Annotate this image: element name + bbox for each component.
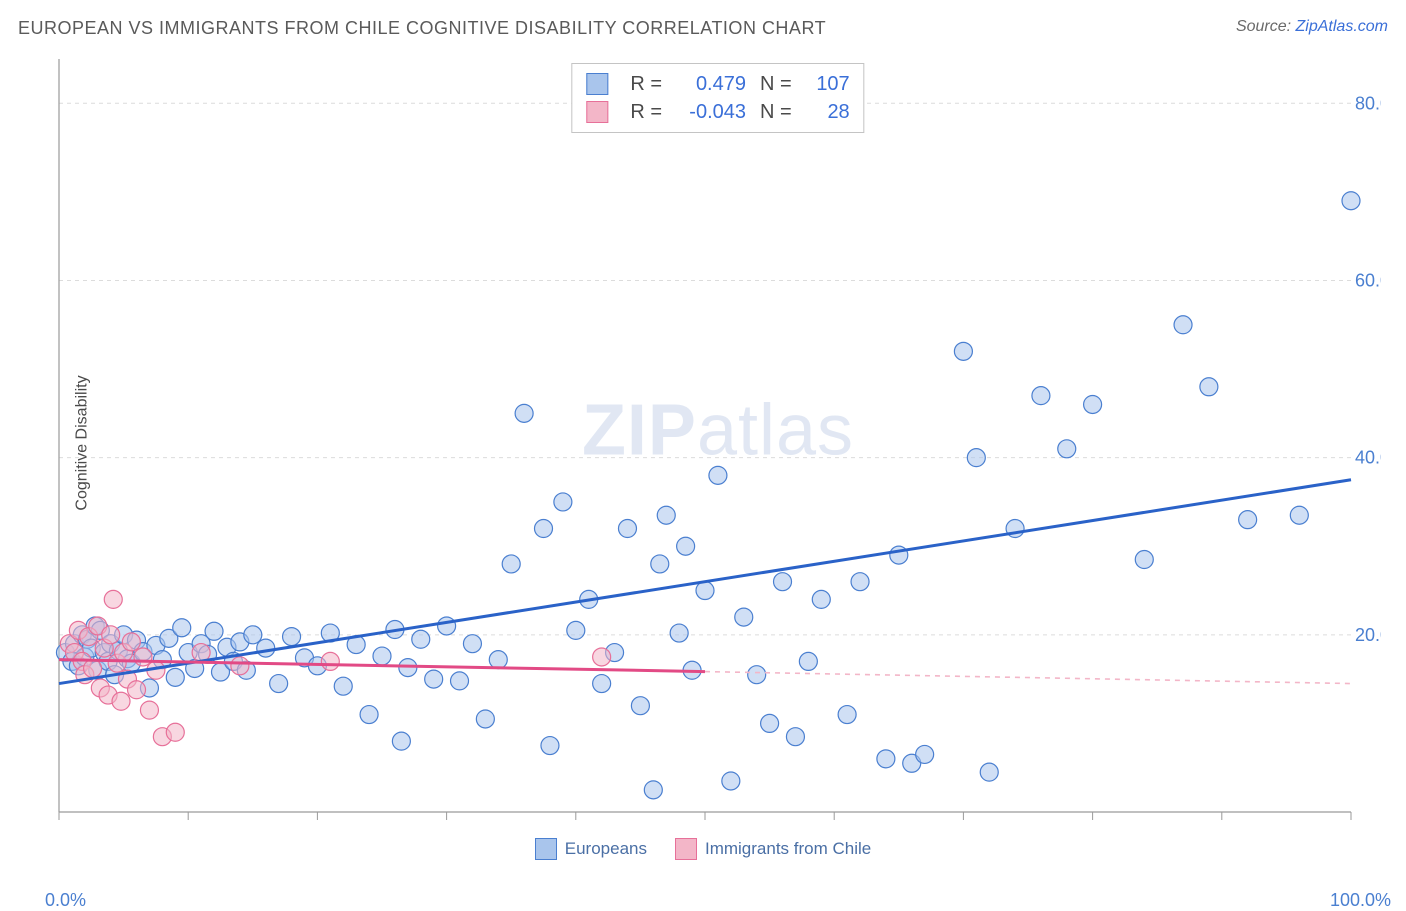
legend-swatch bbox=[535, 838, 557, 860]
svg-text:40.0%: 40.0% bbox=[1355, 448, 1381, 468]
svg-text:60.0%: 60.0% bbox=[1355, 270, 1381, 290]
svg-text:80.0%: 80.0% bbox=[1355, 93, 1381, 113]
legend-item: Europeans bbox=[535, 838, 647, 860]
legend-label: Immigrants from Chile bbox=[705, 839, 871, 859]
y-axis-label: Cognitive Disability bbox=[74, 375, 92, 510]
scatter-svg: 20.0% 40.0% 60.0% 80.0% bbox=[55, 55, 1381, 830]
plot-area: Cognitive Disability 20.0% 40.0% 60.0% 80.0… bbox=[55, 55, 1381, 830]
legend-swatch bbox=[586, 73, 608, 95]
legend-swatch bbox=[586, 101, 608, 123]
source-label: Source: ZipAtlas.com bbox=[1236, 18, 1388, 36]
legend-swatch bbox=[675, 838, 697, 860]
corr-row: R =-0.043N =28 bbox=[586, 98, 849, 126]
source-link[interactable]: ZipAtlas.com bbox=[1296, 18, 1388, 35]
corr-row: R =0.479N =107 bbox=[586, 70, 849, 98]
legend-label: Europeans bbox=[565, 839, 647, 859]
svg-text:20.0%: 20.0% bbox=[1355, 625, 1381, 645]
correlation-legend: R =0.479N =107R =-0.043N =28 bbox=[571, 63, 864, 133]
legend-item: Immigrants from Chile bbox=[675, 838, 871, 860]
chart-title: EUROPEAN VS IMMIGRANTS FROM CHILE COGNIT… bbox=[18, 18, 826, 39]
series-legend: Europeans Immigrants from Chile bbox=[0, 838, 1406, 865]
